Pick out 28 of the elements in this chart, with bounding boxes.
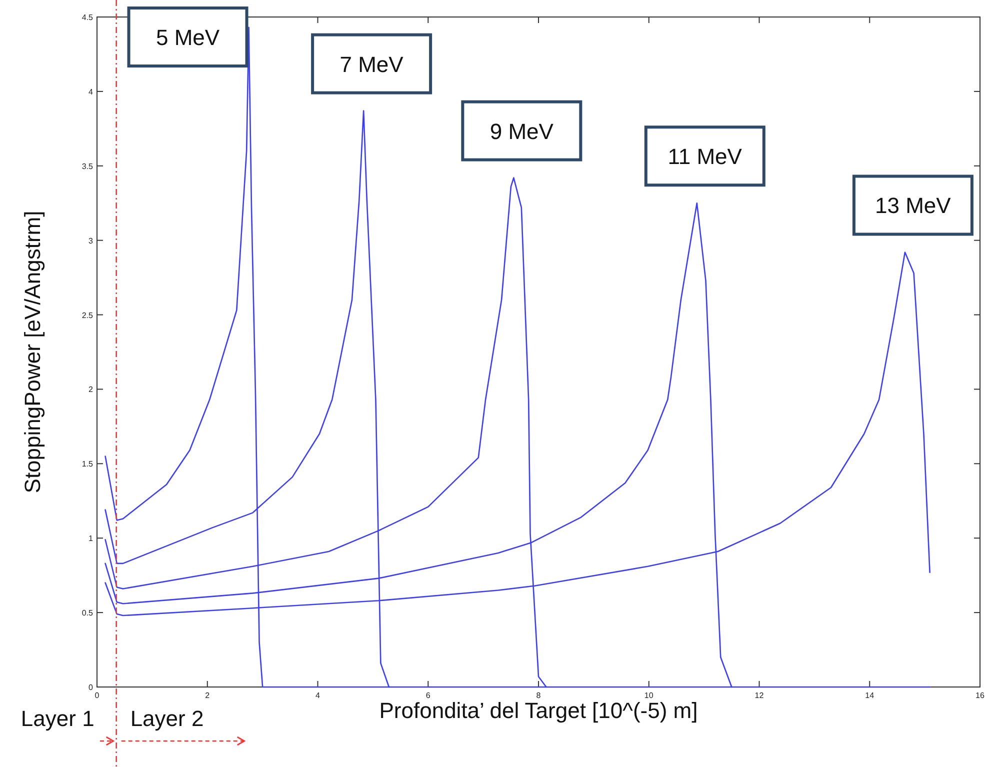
x-tick-label: 12 <box>754 691 764 700</box>
series-label: 9 MeV <box>490 118 554 144</box>
y-tick-label: 1 <box>88 534 94 544</box>
text: Layer 1 <box>20 706 94 731</box>
x-axis-title: Profondita’ del Target [10^(-5) m] <box>379 698 698 723</box>
y-axis-title: StoppingPower [eV/Angstrm] <box>20 210 45 494</box>
x-tick-label: 0 <box>94 691 100 700</box>
y-tick-label: 4.5 <box>82 13 94 22</box>
x-tick-label: 4 <box>316 691 321 700</box>
x-tick-label: 14 <box>865 691 875 700</box>
y-tick-label: 0 <box>88 683 94 692</box>
y-tick-label: 2.5 <box>82 310 94 320</box>
series-label: 5 MeV <box>156 25 220 50</box>
y-tick-label: 3.5 <box>82 162 94 171</box>
text: 11 MeV <box>668 144 742 170</box>
y-tick-label: 0.5 <box>82 608 94 618</box>
x-tick-label: 16 <box>976 691 985 700</box>
text: Layer 2 <box>130 706 204 731</box>
y-tick-label: 3 <box>88 236 94 246</box>
x-tick-label: 6 <box>426 691 431 700</box>
x-tick-label: 2 <box>205 691 210 700</box>
y-tick-label: 1.5 <box>82 460 94 469</box>
series-label: 7 MeV <box>340 52 404 77</box>
y-tick-label: 4 <box>88 87 94 96</box>
x-tick-label: 8 <box>536 691 542 700</box>
x-tick-label: 10 <box>644 691 654 700</box>
y-tick-label: 2 <box>88 385 94 394</box>
text: 13 MeV <box>875 193 952 218</box>
